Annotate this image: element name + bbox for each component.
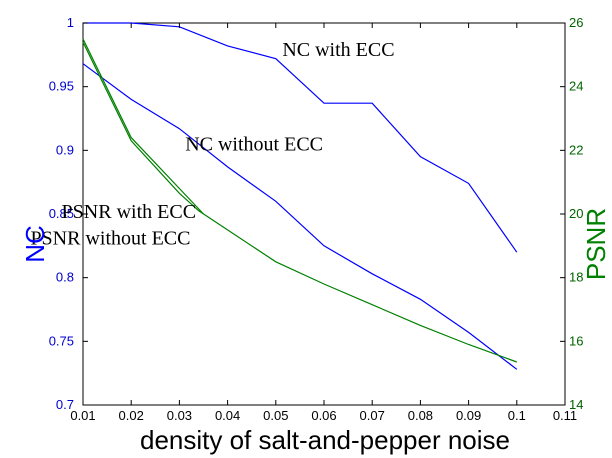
right-tick-label: 16: [569, 333, 583, 348]
tick-layer: 0.01 0.02 0.03 0.04 0.05 0.06 0.07 0.08 0.09 0.1 0…: [49, 15, 584, 423]
left-tick-label: 0.85: [49, 206, 74, 221]
x-tick-label: 0.03: [167, 408, 192, 423]
x-tick-label: 0.11: [553, 408, 577, 423]
right-tick-label: 24: [569, 79, 583, 94]
x-tick-label: 0.02: [119, 408, 144, 423]
series-annotation: PSNR without ECC: [30, 228, 190, 250]
x-tick-label: 0.04: [215, 408, 240, 423]
plot-frame: [82, 22, 566, 406]
plot-area: [82, 22, 566, 406]
left-tick-label: 0.7: [56, 397, 74, 412]
series-annotation: PSNR with ECC: [62, 201, 196, 223]
right-axis-title: PSNR: [581, 208, 611, 280]
series-annotation: NC without ECC: [185, 133, 323, 155]
x-tick-label: 0.07: [360, 408, 385, 423]
series-line-psnr-without-ecc: [82, 41, 518, 363]
x-tick-label: 0.1: [508, 408, 526, 423]
right-tick-label: 20: [569, 206, 583, 221]
right-tick-label: 14: [569, 397, 583, 412]
series-layer: [82, 22, 518, 370]
right-tick-label: 26: [569, 15, 583, 30]
x-tick-label: 0.09: [456, 408, 481, 423]
x-tick-label: 0.08: [408, 408, 433, 423]
annotation-layer: NC with ECC NC without ECC PSNR with ECC PS…: [30, 39, 394, 249]
x-tick-label: 0.01: [70, 408, 95, 423]
left-tick-label: 1: [67, 15, 74, 30]
right-tick-label: 18: [569, 270, 583, 285]
series-line-nc-with-ecc: [83, 22, 518, 253]
x-axis-title: density of salt-and-pepper noise: [140, 425, 510, 455]
x-tick-label: 0.06: [311, 408, 336, 423]
x-tick-label: 0.05: [263, 408, 288, 423]
series-line-nc-without-ecc: [82, 63, 518, 370]
left-tick-label: 0.75: [49, 333, 74, 348]
left-tick-label: 0.95: [49, 79, 74, 94]
right-tick-label: 22: [569, 142, 583, 157]
left-axis-title: NC: [20, 225, 50, 263]
left-tick-label: 0.9: [56, 142, 74, 157]
series-annotation: NC with ECC: [282, 39, 394, 61]
series-line-psnr-with-ecc: [82, 38, 204, 215]
left-tick-label: 0.8: [56, 270, 74, 285]
